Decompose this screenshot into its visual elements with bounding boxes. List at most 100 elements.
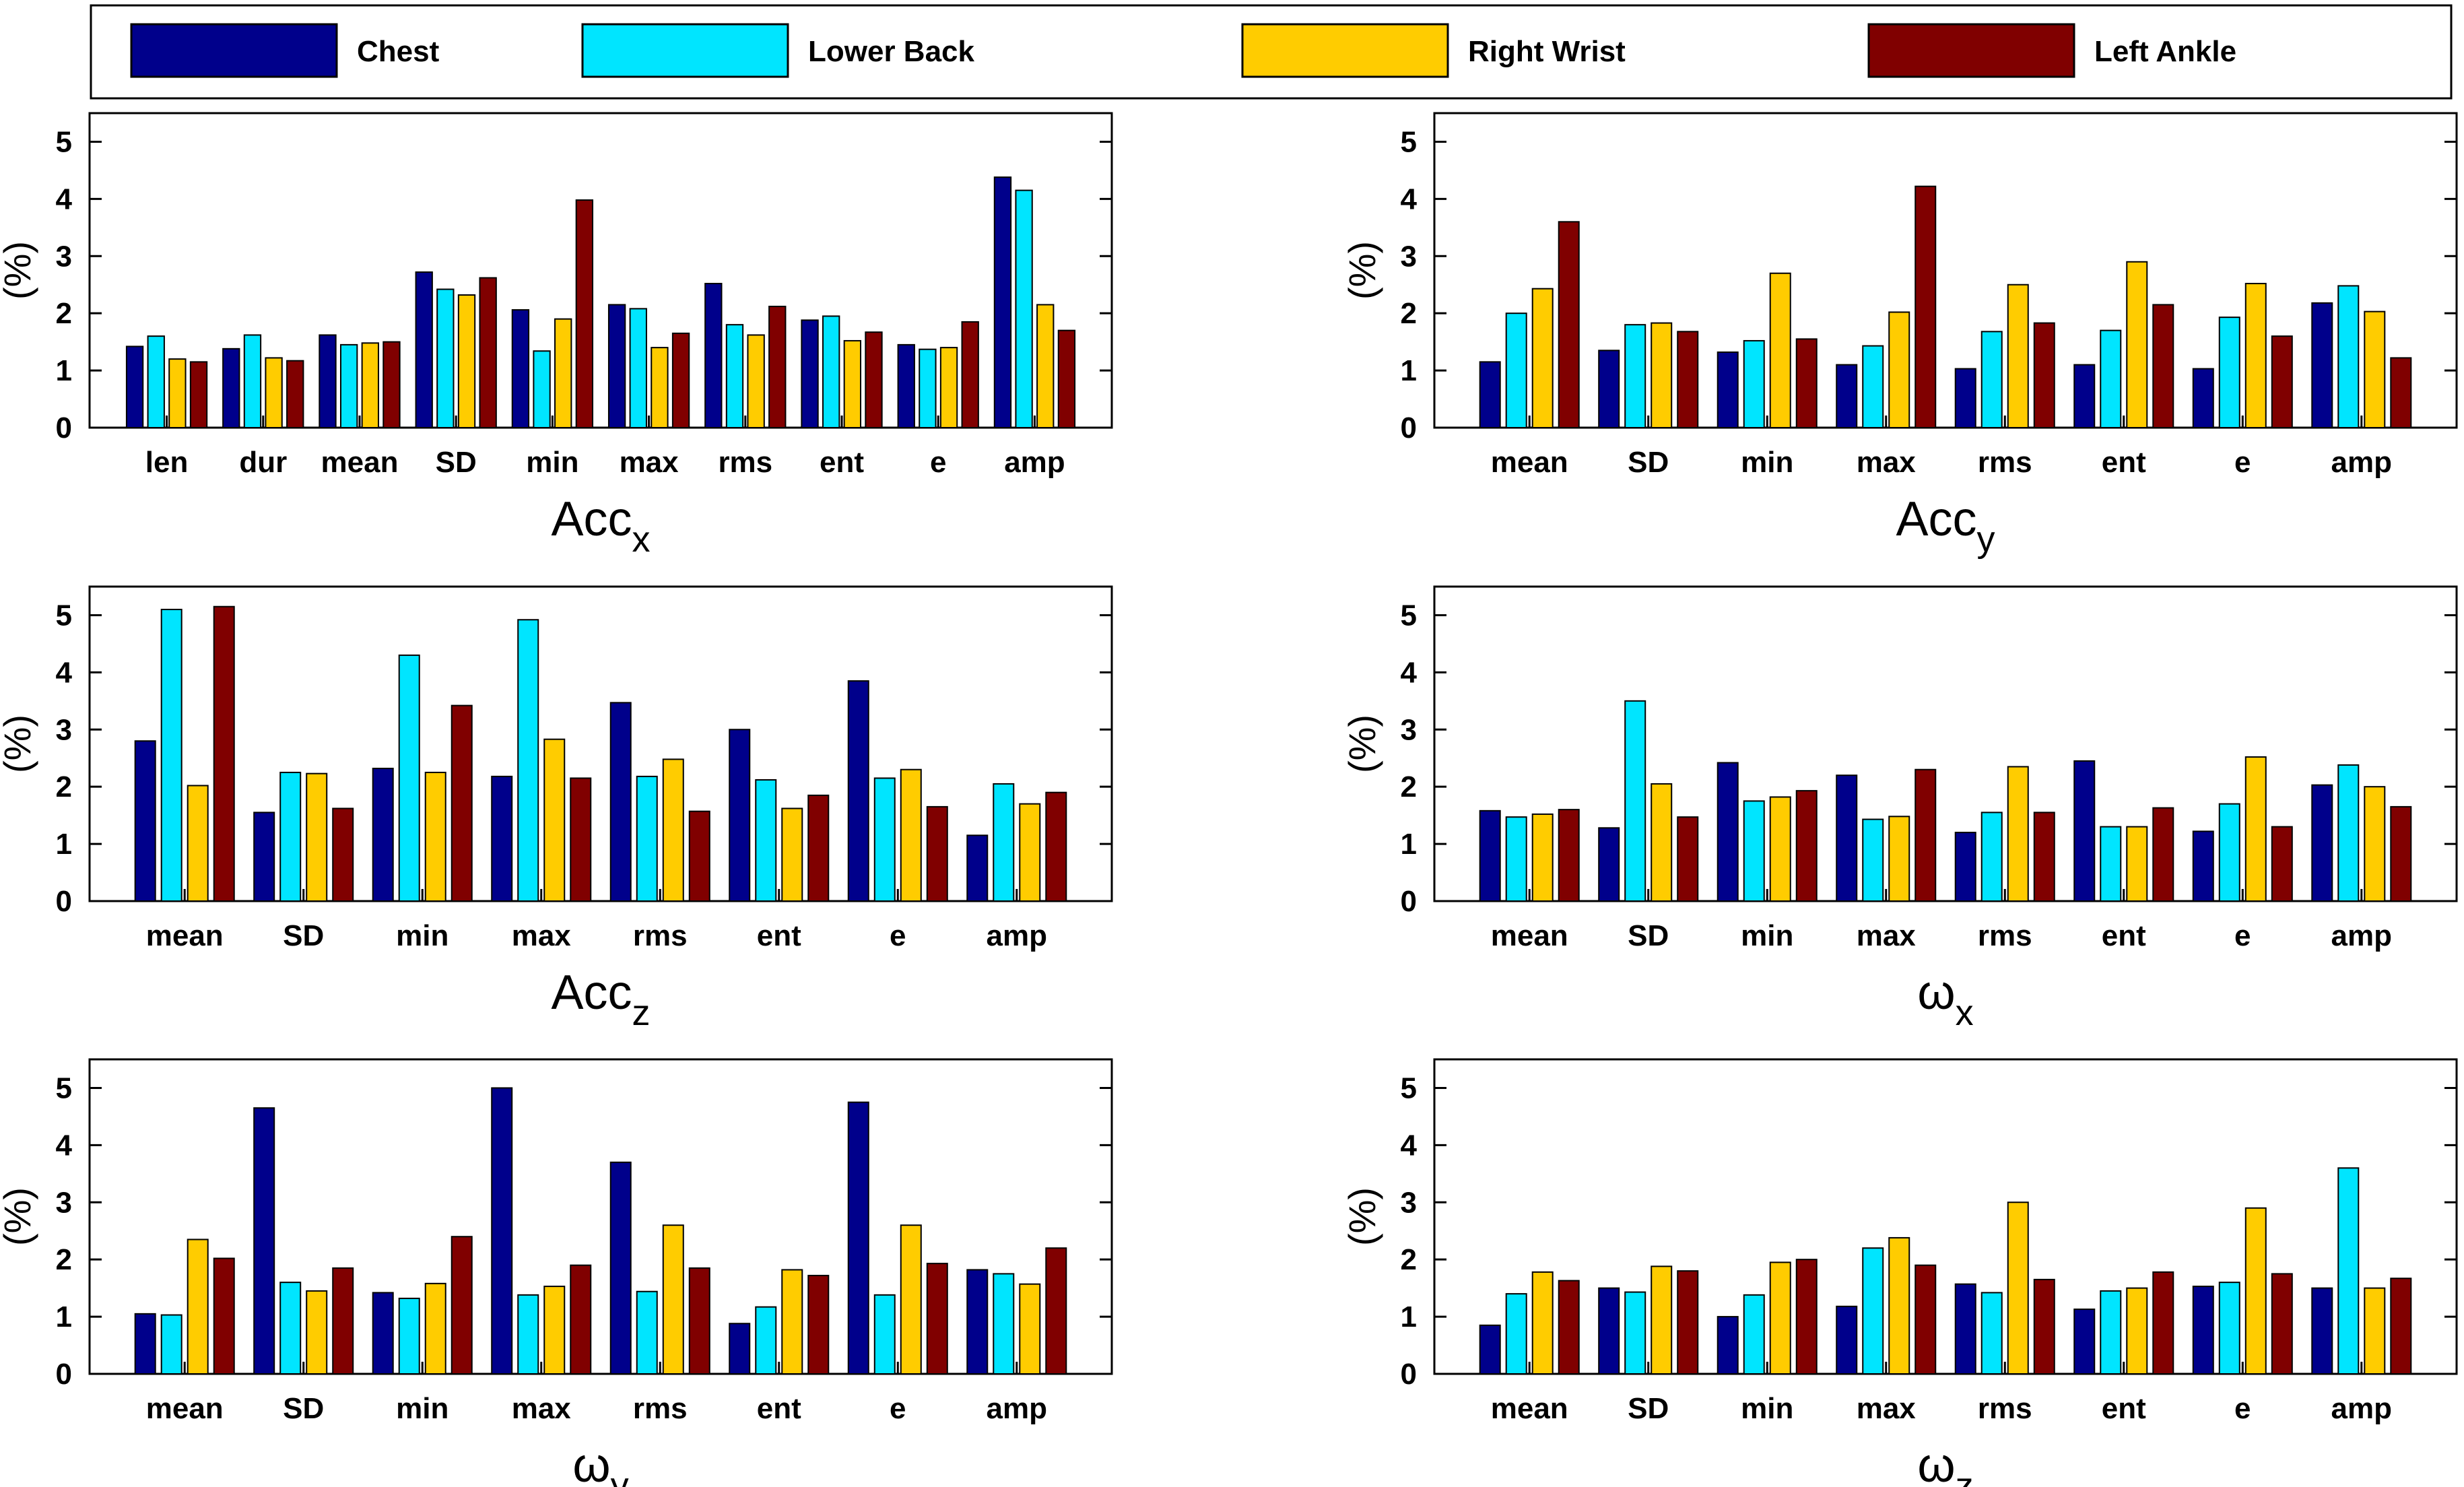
plot-area — [88, 112, 1113, 429]
bar-lower-back — [1505, 1293, 1527, 1375]
bar-left-ankle — [2271, 1273, 2293, 1375]
bar-chest — [491, 775, 513, 902]
bar-chest — [319, 334, 337, 428]
chart-6: 0 1 2 3 4 5 (%) mean SD min max rms ent e amp ωz — [1341, 1058, 2458, 1487]
y-tick-label: 0 — [56, 1358, 72, 1391]
x-tick-label: SD — [1628, 919, 1669, 952]
x-tick-label: ent — [2102, 1392, 2146, 1425]
bar-right-wrist — [1651, 1265, 1673, 1375]
chart-title-subscript: z — [632, 993, 651, 1033]
bar-lower-back — [629, 308, 647, 429]
bar-left-ankle — [961, 321, 979, 428]
bar-lower-back — [398, 654, 420, 902]
x-tick-label: rms — [633, 1392, 688, 1425]
x-tick-label: max — [1857, 1392, 1917, 1425]
y-tick-label: 2 — [1401, 297, 1417, 330]
bar-lower-back — [160, 1314, 182, 1375]
legend-swatch — [1867, 23, 2075, 78]
bar-left-ankle — [926, 1263, 948, 1375]
bar-chest — [2311, 302, 2333, 429]
bar-chest — [993, 176, 1012, 428]
bar-left-ankle — [1914, 768, 1937, 902]
bar-right-wrist — [900, 1224, 922, 1375]
bar-left-ankle — [2033, 1278, 2055, 1375]
legend-label: Lower Back — [808, 35, 975, 68]
bar-lower-back — [1862, 345, 1884, 429]
y-tick-label: 1 — [56, 1300, 72, 1333]
bar-lower-back — [1980, 812, 2003, 902]
bar-chest — [897, 343, 915, 428]
y-tick-label: 1 — [56, 354, 72, 387]
y-axis-label: (%) — [1341, 1187, 1383, 1246]
bar-chest — [134, 1313, 156, 1375]
x-tick-label: amp — [987, 1392, 1047, 1425]
bar-left-ankle — [1045, 1247, 1067, 1375]
x-tick-label: e — [2234, 446, 2251, 479]
bar-right-wrist — [1019, 803, 1041, 902]
bar-left-ankle — [1914, 1264, 1937, 1375]
bar-chest — [1479, 361, 1501, 429]
bar-left-ankle — [189, 361, 208, 429]
bar-left-ankle — [807, 1274, 830, 1375]
x-tick-label: SD — [436, 446, 477, 479]
x-tick-label: min — [1741, 919, 1793, 952]
bar-chest — [609, 702, 632, 902]
x-tick-label: rms — [1978, 919, 2032, 952]
bar-left-ankle — [1795, 790, 1818, 902]
plot-area — [1433, 1058, 2458, 1375]
chart-2: 0 1 2 3 4 5 (%) mean SD min max rms ent e amp Accy — [1341, 112, 2458, 560]
bar-chest — [1717, 351, 1739, 428]
bar-lower-back — [2100, 1290, 2122, 1375]
bar-left-ankle — [2033, 812, 2055, 902]
chart-title: Accy — [1896, 492, 1995, 560]
bar-right-wrist — [939, 347, 958, 428]
bar-left-ankle — [479, 277, 497, 428]
bar-right-wrist — [1036, 304, 1055, 429]
bar-right-wrist — [1769, 1261, 1791, 1375]
x-tick-label: mean — [321, 446, 399, 479]
y-tick-label: 3 — [1401, 1186, 1417, 1219]
bar-chest — [2073, 1309, 2096, 1375]
y-axis-label: (%) — [0, 241, 38, 300]
x-tick-label: rms — [718, 446, 772, 479]
bar-lower-back — [755, 779, 777, 902]
bar-lower-back — [993, 783, 1015, 902]
y-tick-label: 1 — [56, 828, 72, 861]
bar-chest — [607, 304, 626, 429]
bar-lower-back — [2100, 826, 2122, 902]
bar-left-ankle — [332, 807, 354, 902]
y-tick-label: 3 — [56, 713, 72, 746]
bar-right-wrist — [1888, 816, 1910, 902]
bar-right-wrist — [1651, 322, 1673, 428]
bar-left-ankle — [2390, 357, 2412, 428]
bar-right-wrist — [1888, 1236, 1910, 1375]
bar-left-ankle — [1677, 816, 1699, 902]
bar-right-wrist — [457, 294, 476, 428]
bar-chest — [847, 1101, 869, 1375]
bar-chest — [2311, 1287, 2333, 1375]
x-tick-label: len — [145, 446, 189, 479]
bar-lower-back — [993, 1273, 1015, 1375]
bar-left-ankle — [213, 1257, 235, 1375]
y-axis-label: (%) — [0, 715, 38, 773]
charts: 0 1 2 3 4 5 (%) len dur mean SD min max rms ent e amp Acc… — [0, 112, 2458, 1487]
bar-right-wrist — [1769, 796, 1791, 902]
bar-lower-back — [873, 777, 896, 902]
legend-swatch — [130, 23, 338, 78]
x-tick-label: ent — [757, 919, 801, 952]
bar-left-ankle — [451, 1236, 473, 1375]
y-tick-label: 3 — [1401, 713, 1417, 746]
x-tick-label: max — [1857, 446, 1917, 479]
x-tick-label: e — [2234, 1392, 2251, 1425]
bar-left-ankle — [671, 332, 690, 428]
y-tick-label: 3 — [1401, 240, 1417, 273]
bar-lower-back — [2337, 285, 2360, 428]
bar-chest — [1479, 809, 1501, 902]
bar-right-wrist — [187, 785, 209, 902]
bar-left-ankle — [2271, 826, 2293, 902]
chart-title-subscript: y — [611, 1465, 629, 1487]
x-tick-label: min — [526, 446, 578, 479]
x-tick-label: e — [930, 446, 946, 479]
bar-lower-back — [2337, 1167, 2360, 1375]
bar-right-wrist — [168, 358, 187, 428]
